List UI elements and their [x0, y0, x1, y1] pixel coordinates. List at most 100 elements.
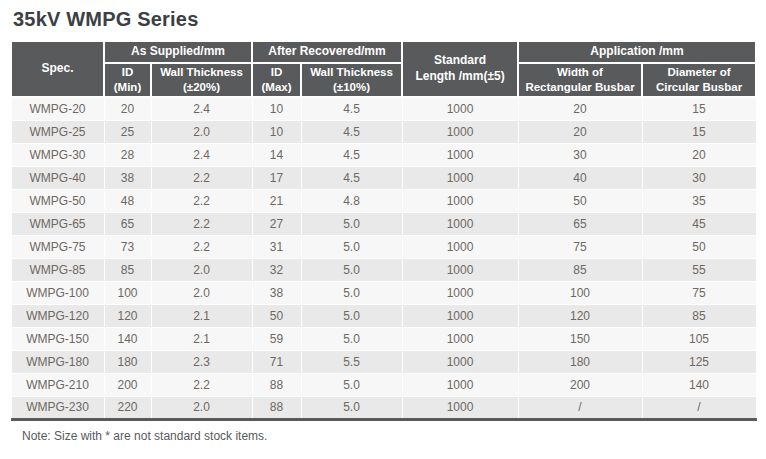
table-cell: 2.4	[151, 143, 252, 166]
table-cell: 14	[252, 143, 301, 166]
table-cell: 1000	[402, 120, 518, 143]
page-root: 35kV WMPG Series Spec. As Supplied/mm Af…	[0, 0, 766, 459]
note-text: Note: Size with * are not standard stock…	[22, 429, 756, 443]
table-row: WMPG-50482.2214.810005035	[11, 189, 756, 212]
page-title: 35kV WMPG Series	[13, 8, 756, 31]
col-header-wall-thickness-10: Wall Thickness (±10%)	[301, 63, 402, 97]
table-cell: WMPG-100	[11, 281, 104, 304]
table-cell: 5.0	[301, 235, 402, 258]
table-row: WMPG-75732.2315.010007550	[11, 235, 756, 258]
table-cell: 220	[104, 396, 151, 419]
table-cell: 1000	[402, 143, 518, 166]
spec-table: Spec. As Supplied/mm After Recovered/mm …	[10, 40, 757, 421]
col-header-width-rect-busbar: Width of Rectangular Busbar	[518, 63, 642, 97]
table-cell: WMPG-40	[11, 166, 104, 189]
header-row-sub: ID (Min) Wall Thickness (±20%) ID (Max) …	[11, 63, 756, 97]
table-cell: 40	[518, 166, 642, 189]
table-cell: 21	[252, 189, 301, 212]
table-cell: 5.0	[301, 327, 402, 350]
table-cell: 50	[642, 235, 756, 258]
table-cell: WMPG-65	[11, 212, 104, 235]
table-cell: 48	[104, 189, 151, 212]
table-cell: 2.0	[151, 396, 252, 419]
col-header-standard-length: Standard Length /mm(±5)	[402, 41, 518, 97]
table-cell: 2.2	[151, 373, 252, 396]
table-cell: WMPG-20	[11, 97, 104, 120]
table-cell: 59	[252, 327, 301, 350]
table-cell: 32	[252, 258, 301, 281]
table-cell: 105	[642, 327, 756, 350]
table-cell: 1000	[402, 350, 518, 373]
table-cell: 2.2	[151, 189, 252, 212]
table-cell: 100	[104, 281, 151, 304]
table-cell: 10	[252, 120, 301, 143]
table-row: WMPG-2302202.0885.01000//	[11, 396, 756, 419]
col-header-wall-thickness-20: Wall Thickness (±20%)	[151, 63, 252, 97]
table-cell: 45	[642, 212, 756, 235]
table-cell: WMPG-150	[11, 327, 104, 350]
table-cell: 85	[642, 304, 756, 327]
table-cell: 25	[104, 120, 151, 143]
table-row: WMPG-2102002.2885.01000200140	[11, 373, 756, 396]
table-cell: 17	[252, 166, 301, 189]
table-cell: 30	[642, 166, 756, 189]
table-cell: 4.5	[301, 143, 402, 166]
table-cell: 150	[518, 327, 642, 350]
table-cell: 4.5	[301, 120, 402, 143]
table-row: WMPG-30282.4144.510003020	[11, 143, 756, 166]
table-cell: 65	[518, 212, 642, 235]
table-cell: WMPG-180	[11, 350, 104, 373]
table-cell: WMPG-50	[11, 189, 104, 212]
col-header-id-max: ID (Max)	[252, 63, 301, 97]
col-header-spec: Spec.	[11, 41, 104, 97]
table-cell: 38	[104, 166, 151, 189]
table-cell: 50	[518, 189, 642, 212]
table-cell: 2.0	[151, 258, 252, 281]
table-cell: 73	[104, 235, 151, 258]
table-cell: 1000	[402, 258, 518, 281]
table-cell: 5.0	[301, 281, 402, 304]
table-cell: 2.4	[151, 97, 252, 120]
table-cell: 20	[518, 120, 642, 143]
table-cell: 4.8	[301, 189, 402, 212]
table-cell: 180	[518, 350, 642, 373]
table-cell: 5.0	[301, 373, 402, 396]
table-cell: WMPG-25	[11, 120, 104, 143]
table-cell: 5.0	[301, 212, 402, 235]
table-cell: 1000	[402, 373, 518, 396]
table-cell: 27	[252, 212, 301, 235]
table-cell: 200	[518, 373, 642, 396]
table-cell: 1000	[402, 304, 518, 327]
table-cell: /	[518, 396, 642, 419]
table-cell: 1000	[402, 97, 518, 120]
table-cell: 5.0	[301, 258, 402, 281]
table-cell: 1000	[402, 189, 518, 212]
table-cell: 2.2	[151, 212, 252, 235]
table-cell: 88	[252, 396, 301, 419]
table-cell: 50	[252, 304, 301, 327]
table-cell: 5.0	[301, 304, 402, 327]
table-cell: 1000	[402, 281, 518, 304]
table-row: WMPG-1201202.1505.0100012085	[11, 304, 756, 327]
col-group-as-supplied: As Supplied/mm	[104, 41, 252, 63]
table-cell: 65	[104, 212, 151, 235]
table-cell: 35	[642, 189, 756, 212]
table-cell: 200	[104, 373, 151, 396]
table-row: WMPG-1501402.1595.01000150105	[11, 327, 756, 350]
table-cell: 1000	[402, 396, 518, 419]
table-cell: 2.0	[151, 120, 252, 143]
col-group-application: Application /mm	[518, 41, 756, 63]
table-cell: WMPG-120	[11, 304, 104, 327]
table-cell: 75	[518, 235, 642, 258]
table-cell: WMPG-85	[11, 258, 104, 281]
col-group-after-recovered: After Recovered/mm	[252, 41, 402, 63]
table-cell: WMPG-75	[11, 235, 104, 258]
table-cell: 1000	[402, 212, 518, 235]
table-cell: 20	[642, 143, 756, 166]
table-header: Spec. As Supplied/mm After Recovered/mm …	[11, 41, 756, 97]
table-cell: 180	[104, 350, 151, 373]
table-cell: 31	[252, 235, 301, 258]
table-cell: 15	[642, 120, 756, 143]
table-cell: 85	[518, 258, 642, 281]
table-row: WMPG-1801802.3715.51000180125	[11, 350, 756, 373]
